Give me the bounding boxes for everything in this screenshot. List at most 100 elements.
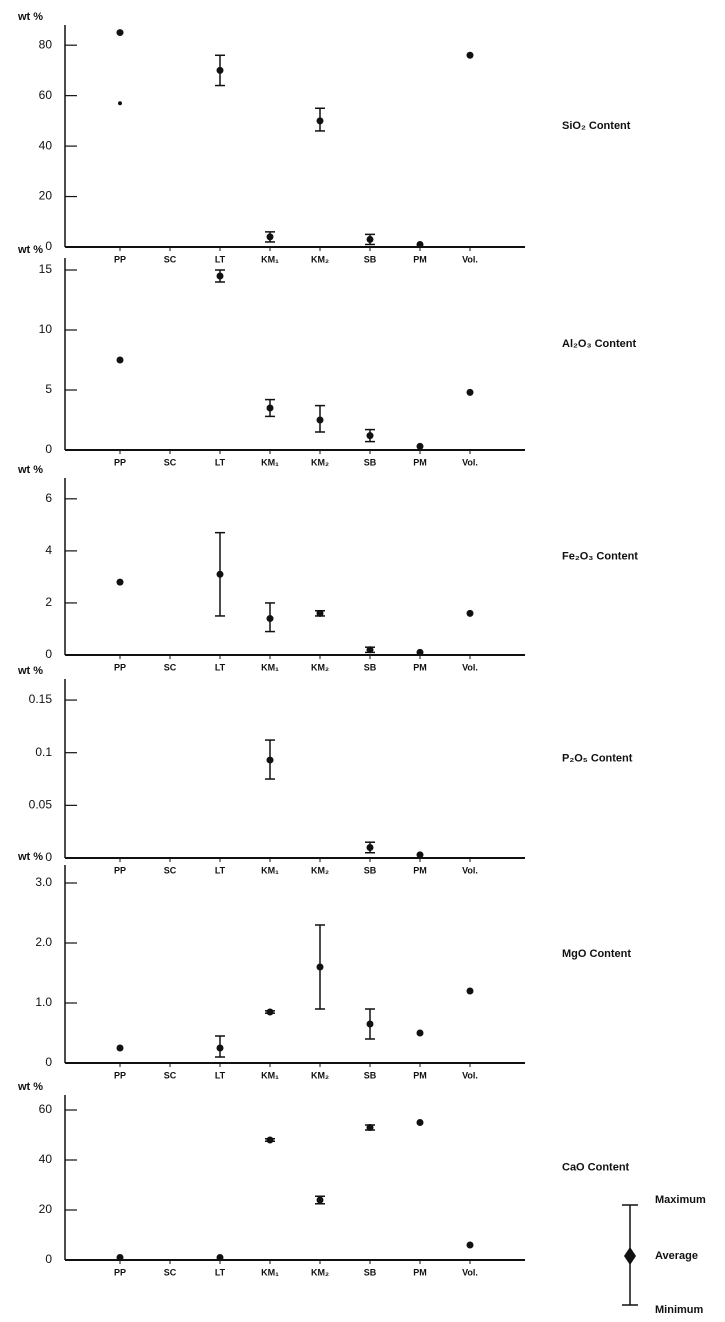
- x-tick-label: SB: [364, 1070, 377, 1080]
- panel-title: Fe₂O₃ Content: [562, 550, 638, 562]
- x-tick-label: PM: [413, 254, 427, 264]
- average-dot: [466, 388, 474, 396]
- legend-label: Minimum: [655, 1304, 703, 1316]
- x-tick-label: PP: [114, 1070, 126, 1080]
- y-tick-label: 2.0: [35, 935, 52, 949]
- panel-title: CaO Content: [562, 1161, 630, 1173]
- y-tick-label: 0: [45, 647, 52, 661]
- y-tick-label: 5: [45, 382, 52, 396]
- average-dot: [266, 756, 274, 764]
- average-dot: [216, 1254, 224, 1261]
- y-tick-label: 0: [45, 442, 52, 456]
- x-tick-label: PM: [413, 1267, 427, 1277]
- y-tick-label: 0.1: [35, 745, 52, 759]
- y-tick-label: 15: [39, 262, 53, 276]
- average-dot: [366, 1124, 374, 1131]
- legend-dot: [624, 1247, 636, 1265]
- y-tick-label: 60: [39, 1102, 53, 1116]
- panel-title: SiO₂ Content: [562, 120, 631, 132]
- y-tick-label: 0: [45, 239, 52, 253]
- legend-label: Average: [655, 1250, 698, 1262]
- average-dot: [466, 51, 474, 59]
- x-tick-label: KM₁: [261, 254, 279, 264]
- x-tick-label: SC: [164, 662, 177, 672]
- x-tick-label: KM₁: [261, 457, 279, 467]
- min-dot: [118, 101, 122, 106]
- x-tick-label: SC: [164, 1070, 177, 1080]
- average-dot: [466, 1241, 474, 1249]
- x-tick-label: PP: [114, 1267, 126, 1277]
- x-tick-label: KM₂: [311, 254, 329, 264]
- average-dot: [216, 272, 224, 280]
- x-tick-label: LT: [215, 1267, 226, 1277]
- y-tick-label: 6: [45, 491, 52, 505]
- average-dot: [216, 1044, 224, 1052]
- average-dot: [366, 1020, 374, 1028]
- average-dot: [266, 1136, 274, 1144]
- x-tick-label: KM₁: [261, 1267, 279, 1277]
- x-tick-label: PM: [413, 865, 427, 875]
- x-tick-label: SC: [164, 865, 177, 875]
- x-tick-label: PP: [114, 457, 126, 467]
- average-dot: [116, 356, 124, 364]
- x-tick-label: KM₂: [311, 662, 329, 672]
- x-tick-label: KM₂: [311, 865, 329, 875]
- x-tick-label: KM₂: [311, 457, 329, 467]
- x-tick-label: KM₂: [311, 1070, 329, 1080]
- y-tick-label: 80: [39, 37, 53, 51]
- average-dot: [316, 609, 324, 617]
- y-axis-label: wt %: [17, 851, 43, 863]
- average-dot: [316, 416, 324, 424]
- x-tick-label: SC: [164, 1267, 177, 1277]
- x-tick-label: LT: [215, 1070, 226, 1080]
- x-tick-label: PP: [114, 254, 126, 264]
- average-dot: [316, 117, 324, 125]
- y-tick-label: 20: [39, 1202, 53, 1216]
- x-tick-label: SB: [364, 662, 377, 672]
- x-tick-label: Vol.: [462, 1267, 478, 1277]
- x-tick-label: SB: [364, 865, 377, 875]
- x-tick-label: LT: [215, 254, 226, 264]
- x-tick-label: SC: [164, 457, 177, 467]
- average-dot: [416, 240, 424, 248]
- y-axis-label: wt %: [17, 11, 43, 23]
- average-dot: [416, 851, 424, 859]
- y-tick-label: 40: [39, 1152, 53, 1166]
- average-dot: [366, 843, 374, 851]
- x-tick-label: KM₁: [261, 865, 279, 875]
- x-tick-label: PM: [413, 1070, 427, 1080]
- y-axis-label: wt %: [17, 665, 43, 677]
- y-tick-label: 10: [39, 322, 53, 336]
- x-tick-label: LT: [215, 865, 226, 875]
- y-tick-label: 0: [45, 1055, 52, 1069]
- average-dot: [116, 1254, 124, 1261]
- y-tick-label: 0.15: [29, 692, 53, 706]
- y-axis-label: wt %: [17, 244, 43, 256]
- x-tick-label: SB: [364, 254, 377, 264]
- average-dot: [316, 963, 324, 971]
- average-dot: [416, 648, 424, 656]
- average-dot: [416, 1119, 424, 1126]
- y-tick-label: 2: [45, 595, 52, 609]
- x-tick-label: KM₁: [261, 1070, 279, 1080]
- y-tick-label: 20: [39, 189, 53, 203]
- panel-title: MgO Content: [562, 948, 631, 960]
- x-tick-label: SB: [364, 1267, 377, 1277]
- average-dot: [266, 404, 274, 412]
- x-tick-label: LT: [215, 662, 226, 672]
- average-dot: [366, 432, 374, 440]
- y-tick-label: 0: [45, 850, 52, 864]
- average-dot: [266, 233, 274, 241]
- x-tick-label: Vol.: [462, 254, 478, 264]
- legend: Maximum Average Minimum: [622, 1194, 706, 1316]
- y-axis-label: wt %: [17, 1081, 43, 1093]
- x-tick-label: KM₂: [311, 1267, 329, 1277]
- x-tick-label: SB: [364, 457, 377, 467]
- average-dot: [366, 235, 374, 243]
- x-tick-label: PM: [413, 662, 427, 672]
- average-dot: [266, 615, 274, 623]
- y-tick-label: 40: [39, 138, 53, 152]
- average-dot: [416, 442, 424, 450]
- x-tick-label: Vol.: [462, 1070, 478, 1080]
